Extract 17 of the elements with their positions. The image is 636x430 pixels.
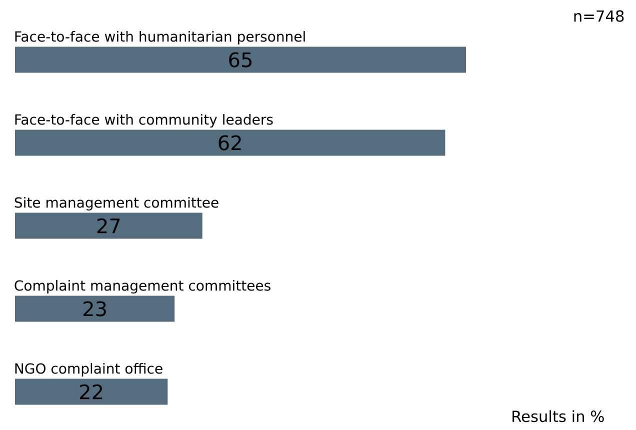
bar <box>15 296 175 322</box>
data-label: 27 <box>97 218 120 234</box>
y-tick-label: Site management committee <box>14 196 218 210</box>
data-label: 22 <box>80 384 102 400</box>
bar <box>15 46 466 73</box>
y-tick-label: Face-to-face with humanitarian personnel <box>15 30 305 44</box>
bar <box>15 130 446 156</box>
y-tick-label: NGO complaint office <box>15 362 162 376</box>
y-tick-label: Face-to-face with community leaders <box>15 114 273 128</box>
text: n=748 <box>574 10 624 22</box>
bar <box>15 212 202 239</box>
bar <box>15 378 168 405</box>
data-label: 65 <box>229 52 252 68</box>
y-tick-label: Complaint management committees <box>14 280 270 294</box>
data-label: 62 <box>218 135 241 150</box>
data-label: 23 <box>84 301 106 316</box>
text: Results in % <box>512 410 604 422</box>
